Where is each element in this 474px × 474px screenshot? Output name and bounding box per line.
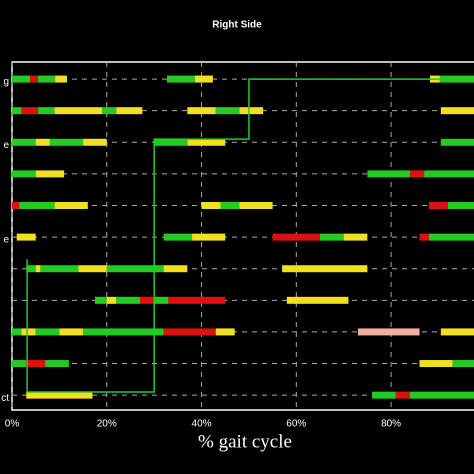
- activity-segment: [26, 391, 93, 399]
- y-tick-label: g: [3, 77, 9, 88]
- activity-segment: [83, 328, 164, 336]
- activity-segment: [410, 391, 474, 399]
- activity-segment: [12, 360, 27, 368]
- activity-segment: [424, 170, 474, 178]
- activity-segment: [45, 360, 69, 368]
- activity-segment: [168, 296, 226, 304]
- activity-segment: [357, 328, 420, 336]
- chart-title: Right Side: [212, 20, 262, 31]
- activity-segment: [187, 107, 216, 115]
- activity-segment: [12, 75, 31, 83]
- activity-segment: [49, 138, 84, 146]
- activity-segment: [12, 328, 22, 336]
- y-tick-label: ct: [1, 393, 9, 404]
- activity-segment: [192, 233, 226, 241]
- activity-segment: [54, 201, 88, 209]
- activity-segment: [440, 138, 474, 146]
- y-tick-label: e: [3, 235, 9, 246]
- activity-segment: [154, 296, 169, 304]
- activity-segment: [35, 265, 41, 273]
- activity-segment: [116, 107, 143, 115]
- activity-segment: [38, 107, 55, 115]
- activity-segment: [12, 170, 36, 178]
- x-axis-label: % gait cycle: [198, 431, 292, 452]
- activity-segment: [367, 170, 411, 178]
- activity-segment: [440, 107, 474, 115]
- activity-segment: [395, 391, 411, 399]
- activity-segment: [154, 138, 188, 146]
- activity-segment: [163, 265, 188, 273]
- activity-segment: [320, 233, 344, 241]
- activity-segment: [215, 107, 240, 115]
- activity-segment: [215, 328, 235, 336]
- activity-segment: [106, 296, 117, 304]
- activity-segment: [194, 75, 213, 83]
- activity-segment: [78, 265, 107, 273]
- activity-segment: [163, 328, 216, 336]
- activity-segment: [12, 201, 20, 209]
- activity-segment: [428, 233, 474, 241]
- activity-segment: [94, 296, 107, 304]
- activity-segment: [30, 75, 39, 83]
- activity-segment: [26, 360, 46, 368]
- phase-line: [26, 78, 474, 393]
- activity-segment: [16, 233, 36, 241]
- activity-segment: [19, 201, 55, 209]
- activity-segment: [239, 107, 264, 115]
- activity-segment: [410, 170, 425, 178]
- activity-segment: [106, 265, 164, 273]
- activity-segment: [35, 170, 65, 178]
- activity-segment: [372, 391, 396, 399]
- activity-segment: [239, 201, 273, 209]
- activity-segment: [440, 328, 474, 336]
- x-tick-label: 80%: [381, 419, 401, 430]
- activity-segment: [26, 265, 36, 273]
- activity-segment: [163, 233, 193, 241]
- activity-segment: [38, 75, 56, 83]
- activity-segment: [282, 265, 368, 273]
- x-tick-label: 60%: [286, 419, 306, 430]
- activity-segment: [272, 233, 320, 241]
- activity-segment: [21, 328, 36, 336]
- activity-segment: [35, 138, 50, 146]
- activity-segment: [40, 265, 79, 273]
- activity-segment: [83, 138, 107, 146]
- activity-segment: [419, 233, 429, 241]
- x-tick-label: 0%: [5, 419, 20, 430]
- activity-segment: [59, 328, 84, 336]
- activity-segment: [21, 107, 39, 115]
- activity-segment: [419, 360, 453, 368]
- activity-segment: [35, 328, 60, 336]
- activity-segment: [139, 296, 155, 304]
- activity-segment: [428, 201, 448, 209]
- activity-segment: [286, 296, 349, 304]
- activity-segment: [452, 360, 474, 368]
- activity-segment: [447, 201, 474, 209]
- activity-segment: [201, 201, 221, 209]
- activity-segment: [102, 107, 117, 115]
- x-tick-label: 20%: [97, 419, 117, 430]
- activity-segment: [166, 75, 195, 83]
- activity-segment: [187, 138, 226, 146]
- activity-segment: [12, 107, 22, 115]
- x-tick-label: 40%: [192, 419, 212, 430]
- activity-segment: [54, 107, 103, 115]
- activity-segment: [12, 138, 36, 146]
- y-tick-label: e: [3, 140, 9, 151]
- activity-segment: [343, 233, 368, 241]
- activity-segment: [116, 296, 140, 304]
- activity-segment: [220, 201, 240, 209]
- activity-segment: [55, 75, 67, 83]
